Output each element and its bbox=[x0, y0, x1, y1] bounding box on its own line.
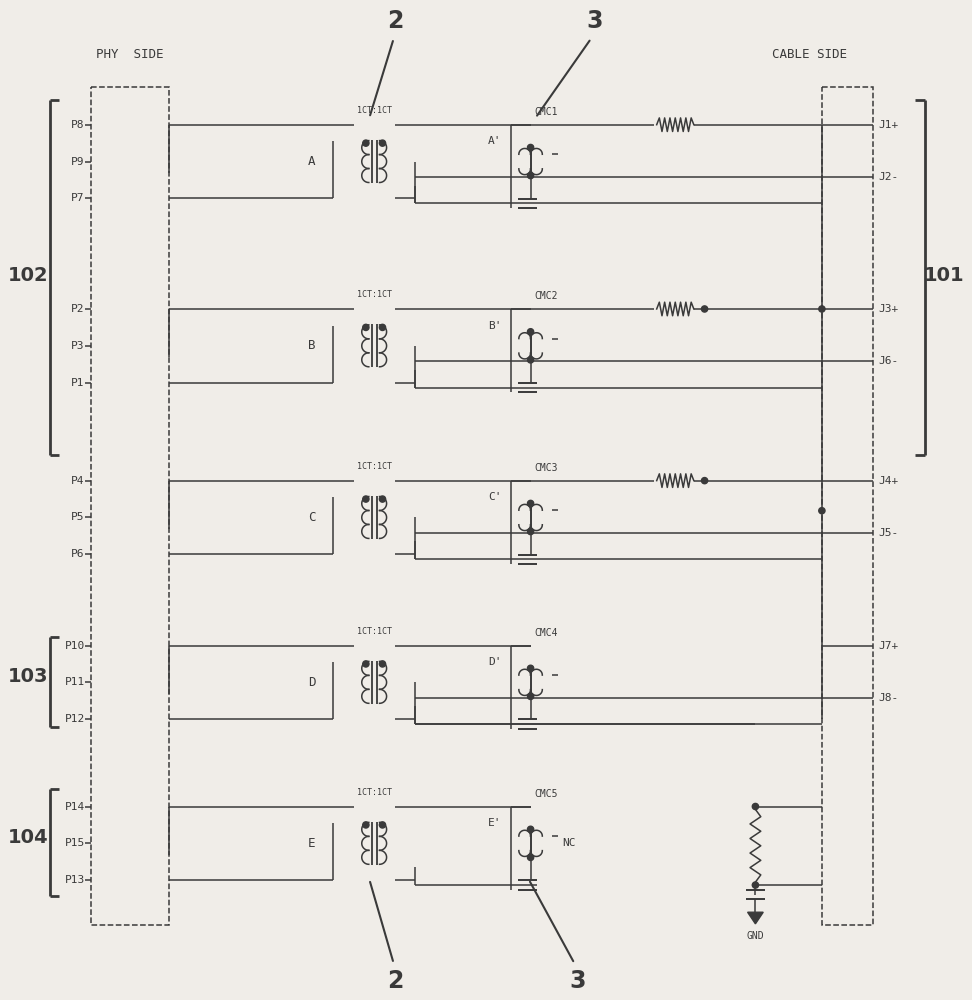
Text: CABLE SIDE: CABLE SIDE bbox=[773, 48, 848, 61]
Text: 3: 3 bbox=[570, 969, 586, 993]
Text: A': A' bbox=[488, 136, 502, 146]
Text: P9: P9 bbox=[71, 157, 85, 167]
Text: P10: P10 bbox=[64, 641, 85, 651]
Circle shape bbox=[528, 826, 534, 832]
Text: CMC4: CMC4 bbox=[535, 628, 558, 638]
Text: D: D bbox=[308, 676, 316, 689]
Circle shape bbox=[379, 140, 386, 146]
Circle shape bbox=[528, 173, 534, 179]
Text: 104: 104 bbox=[8, 828, 49, 847]
Circle shape bbox=[528, 357, 534, 363]
Text: PHY  SIDE: PHY SIDE bbox=[96, 48, 163, 61]
Text: CMC1: CMC1 bbox=[535, 107, 558, 117]
Text: P7: P7 bbox=[71, 193, 85, 203]
Circle shape bbox=[528, 693, 534, 700]
Circle shape bbox=[363, 661, 369, 667]
Text: 1CT:1CT: 1CT:1CT bbox=[357, 106, 392, 115]
Text: C: C bbox=[308, 511, 316, 524]
Circle shape bbox=[379, 822, 386, 828]
Text: D': D' bbox=[488, 657, 502, 667]
Text: J1+: J1+ bbox=[879, 120, 899, 130]
Polygon shape bbox=[747, 912, 763, 924]
Circle shape bbox=[752, 803, 758, 810]
Text: B: B bbox=[308, 339, 316, 352]
Circle shape bbox=[363, 324, 369, 331]
Text: NC: NC bbox=[562, 838, 575, 848]
Circle shape bbox=[818, 508, 825, 514]
Circle shape bbox=[528, 665, 534, 671]
Text: P8: P8 bbox=[71, 120, 85, 130]
Text: P2: P2 bbox=[71, 304, 85, 314]
Text: J8-: J8- bbox=[879, 693, 899, 703]
Circle shape bbox=[528, 500, 534, 507]
Text: 102: 102 bbox=[8, 266, 49, 285]
Text: P15: P15 bbox=[64, 838, 85, 848]
Text: CMC5: CMC5 bbox=[535, 789, 558, 799]
Text: GND: GND bbox=[746, 931, 764, 941]
Circle shape bbox=[528, 329, 534, 335]
Text: J4+: J4+ bbox=[879, 476, 899, 486]
Text: J6-: J6- bbox=[879, 356, 899, 366]
Circle shape bbox=[379, 661, 386, 667]
Text: J2-: J2- bbox=[879, 172, 899, 182]
Text: B': B' bbox=[488, 321, 502, 331]
Text: P1: P1 bbox=[71, 378, 85, 388]
Text: P3: P3 bbox=[71, 341, 85, 351]
Text: 1CT:1CT: 1CT:1CT bbox=[357, 627, 392, 636]
Text: A: A bbox=[308, 155, 316, 168]
Text: P6: P6 bbox=[71, 549, 85, 559]
Text: P5: P5 bbox=[71, 512, 85, 522]
Text: 101: 101 bbox=[923, 266, 964, 285]
Circle shape bbox=[702, 306, 708, 312]
Circle shape bbox=[363, 822, 369, 828]
Text: 1CT:1CT: 1CT:1CT bbox=[357, 290, 392, 299]
Text: J5-: J5- bbox=[879, 528, 899, 538]
Circle shape bbox=[752, 882, 758, 888]
Circle shape bbox=[528, 528, 534, 535]
Text: 103: 103 bbox=[8, 667, 49, 686]
Text: P4: P4 bbox=[71, 476, 85, 486]
Text: E: E bbox=[308, 837, 316, 850]
Text: E': E' bbox=[488, 818, 502, 828]
Circle shape bbox=[528, 144, 534, 151]
Text: 1CT:1CT: 1CT:1CT bbox=[357, 462, 392, 471]
Circle shape bbox=[363, 140, 369, 146]
Text: C': C' bbox=[488, 492, 502, 502]
Text: 2: 2 bbox=[388, 9, 404, 33]
Circle shape bbox=[379, 324, 386, 331]
Text: P14: P14 bbox=[64, 802, 85, 812]
Text: 3: 3 bbox=[587, 9, 604, 33]
Text: 2: 2 bbox=[388, 969, 404, 993]
Circle shape bbox=[702, 478, 708, 484]
Circle shape bbox=[363, 496, 369, 502]
Text: 1CT:1CT: 1CT:1CT bbox=[357, 788, 392, 797]
Text: P13: P13 bbox=[64, 875, 85, 885]
Text: CMC2: CMC2 bbox=[535, 291, 558, 301]
Circle shape bbox=[379, 496, 386, 502]
Text: CMC3: CMC3 bbox=[535, 463, 558, 473]
Circle shape bbox=[528, 854, 534, 861]
Text: J7+: J7+ bbox=[879, 641, 899, 651]
Text: J3+: J3+ bbox=[879, 304, 899, 314]
Circle shape bbox=[818, 306, 825, 312]
Text: P11: P11 bbox=[64, 677, 85, 687]
Text: P12: P12 bbox=[64, 714, 85, 724]
